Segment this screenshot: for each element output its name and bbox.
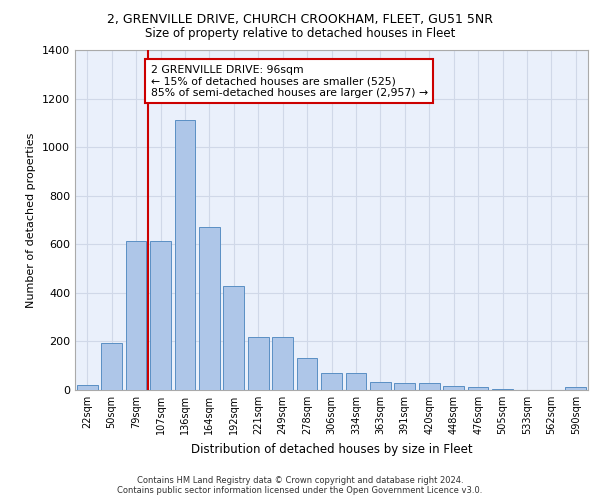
Bar — [321, 372, 342, 390]
Text: Contains HM Land Registry data © Crown copyright and database right 2024.
Contai: Contains HM Land Registry data © Crown c… — [118, 476, 482, 495]
Text: 2 GRENVILLE DRIVE: 96sqm
← 15% of detached houses are smaller (525)
85% of semi-: 2 GRENVILLE DRIVE: 96sqm ← 15% of detach… — [151, 64, 428, 98]
Bar — [101, 342, 122, 390]
Bar — [370, 382, 391, 390]
Bar — [443, 386, 464, 390]
Text: 2, GRENVILLE DRIVE, CHURCH CROOKHAM, FLEET, GU51 5NR: 2, GRENVILLE DRIVE, CHURCH CROOKHAM, FLE… — [107, 12, 493, 26]
X-axis label: Distribution of detached houses by size in Fleet: Distribution of detached houses by size … — [191, 442, 472, 456]
Bar — [150, 240, 171, 390]
Bar — [248, 336, 269, 390]
Bar — [419, 383, 440, 390]
Bar — [492, 389, 513, 390]
Bar — [77, 385, 98, 390]
Bar — [199, 228, 220, 390]
Bar — [272, 336, 293, 390]
Y-axis label: Number of detached properties: Number of detached properties — [26, 132, 37, 308]
Bar — [346, 372, 367, 390]
Bar — [467, 387, 488, 390]
Bar — [125, 240, 146, 390]
Bar — [296, 358, 317, 390]
Bar — [394, 382, 415, 390]
Bar — [565, 387, 586, 390]
Bar — [223, 286, 244, 390]
Text: Size of property relative to detached houses in Fleet: Size of property relative to detached ho… — [145, 28, 455, 40]
Bar — [175, 120, 196, 390]
